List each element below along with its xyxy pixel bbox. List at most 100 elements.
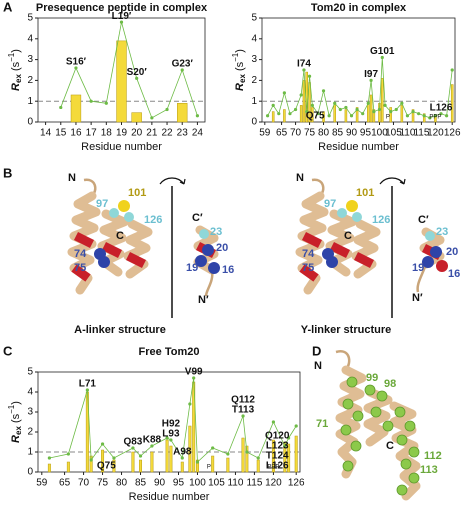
bar	[177, 103, 188, 123]
structure-label: 16	[222, 264, 234, 276]
x-tick-label: 24	[192, 128, 204, 139]
y-axis-label: Rex (s−1)	[7, 401, 23, 443]
annotation: L126	[430, 102, 453, 113]
rotation-arrow	[379, 177, 406, 185]
bar	[180, 461, 184, 473]
x-tick-label: 65	[276, 128, 288, 139]
sphere	[326, 256, 338, 268]
helix-segment	[299, 231, 323, 282]
helix	[363, 387, 393, 447]
sphere	[98, 256, 110, 268]
y-tick-label: 5	[27, 367, 33, 378]
structure-label: 98	[384, 378, 396, 390]
bar	[101, 449, 105, 473]
annotation: V99	[185, 367, 203, 378]
line-point	[411, 110, 415, 114]
line-point	[361, 112, 365, 116]
line-point	[195, 114, 200, 118]
line-point	[265, 114, 270, 118]
bar	[169, 445, 173, 473]
line-point	[333, 101, 337, 105]
bar	[333, 103, 336, 123]
line-point	[112, 456, 116, 460]
line	[60, 22, 198, 119]
line-point	[305, 110, 309, 114]
helix-segment	[329, 241, 351, 259]
helix	[123, 219, 153, 279]
line-point	[150, 116, 154, 120]
structure-label: 97	[96, 198, 108, 210]
x-tick-label: 110	[399, 128, 415, 139]
line-point	[394, 107, 398, 112]
line-point	[369, 78, 373, 82]
line-point	[355, 107, 359, 112]
bar	[165, 439, 169, 473]
structure-label: C	[344, 230, 352, 242]
bar	[131, 112, 142, 123]
structure-label: 126	[144, 214, 162, 226]
a-linker-structure: N 97 101 126 C 74 75 C′ 23 20 19 16 N′ A…	[67, 172, 234, 336]
line-point	[277, 112, 281, 116]
x-tick-label: 120	[265, 478, 282, 489]
line-point	[47, 456, 51, 460]
annotation: L71	[79, 379, 97, 390]
structure-label: 112	[424, 450, 442, 462]
sphere	[202, 244, 214, 256]
chart-title: Free Tom20	[139, 346, 200, 358]
bar	[450, 84, 454, 123]
structure-label: C′	[192, 212, 203, 224]
y-tick-label: 3	[251, 54, 257, 65]
line-point	[180, 68, 184, 72]
bar	[302, 80, 306, 123]
bar	[241, 437, 245, 473]
plot-frame	[261, 17, 456, 123]
sphere	[352, 212, 362, 222]
panel-letter: C	[3, 343, 13, 358]
bar	[294, 435, 298, 473]
annotation: L123	[266, 441, 289, 452]
structure-label: 20	[446, 246, 458, 258]
line-point	[66, 452, 70, 456]
line-point	[372, 110, 376, 114]
line-point	[169, 438, 173, 442]
line-point	[380, 55, 384, 60]
structure-label: C	[116, 230, 124, 242]
helix-segment	[125, 251, 147, 269]
structure-label: C	[386, 440, 394, 452]
x-tick-label: 59	[36, 478, 48, 489]
bar	[116, 40, 127, 123]
bar	[131, 451, 135, 473]
line-point	[245, 450, 249, 454]
y-tick-label: 5	[27, 13, 33, 24]
line-point	[119, 20, 124, 24]
line-point	[377, 107, 382, 112]
y-linker-structure: N 97 101 126 C 74 75 C′ 23 20 19 16 N′ Y…	[295, 172, 460, 336]
bar	[322, 111, 325, 123]
line-point	[344, 105, 348, 110]
line-point	[188, 402, 192, 406]
annotation: S16′	[66, 57, 87, 68]
y-axis-label: Rex (s−1)	[231, 49, 247, 91]
line-point	[85, 388, 89, 392]
bar	[308, 82, 311, 123]
x-tick-label: 85	[332, 128, 344, 139]
annotation: T113	[232, 405, 255, 416]
bar	[287, 443, 291, 473]
x-tick-label: 59	[259, 128, 271, 139]
y-axis-label-part: (s	[10, 413, 22, 426]
annotation: L126	[266, 461, 289, 472]
annotation: L93	[162, 429, 180, 440]
bar	[271, 111, 275, 123]
panel-letter: B	[3, 165, 12, 180]
line-point	[349, 114, 354, 118]
line-point	[150, 444, 154, 448]
annotation: G23′	[172, 59, 194, 70]
structure-label: N	[314, 360, 322, 372]
bar	[355, 107, 359, 123]
line-point	[383, 103, 387, 107]
y-tick-label: 2	[27, 75, 33, 86]
y-tick-label: 0	[251, 117, 257, 128]
structure-label: 113	[420, 464, 438, 476]
sphere	[199, 229, 209, 239]
bar	[256, 459, 260, 473]
